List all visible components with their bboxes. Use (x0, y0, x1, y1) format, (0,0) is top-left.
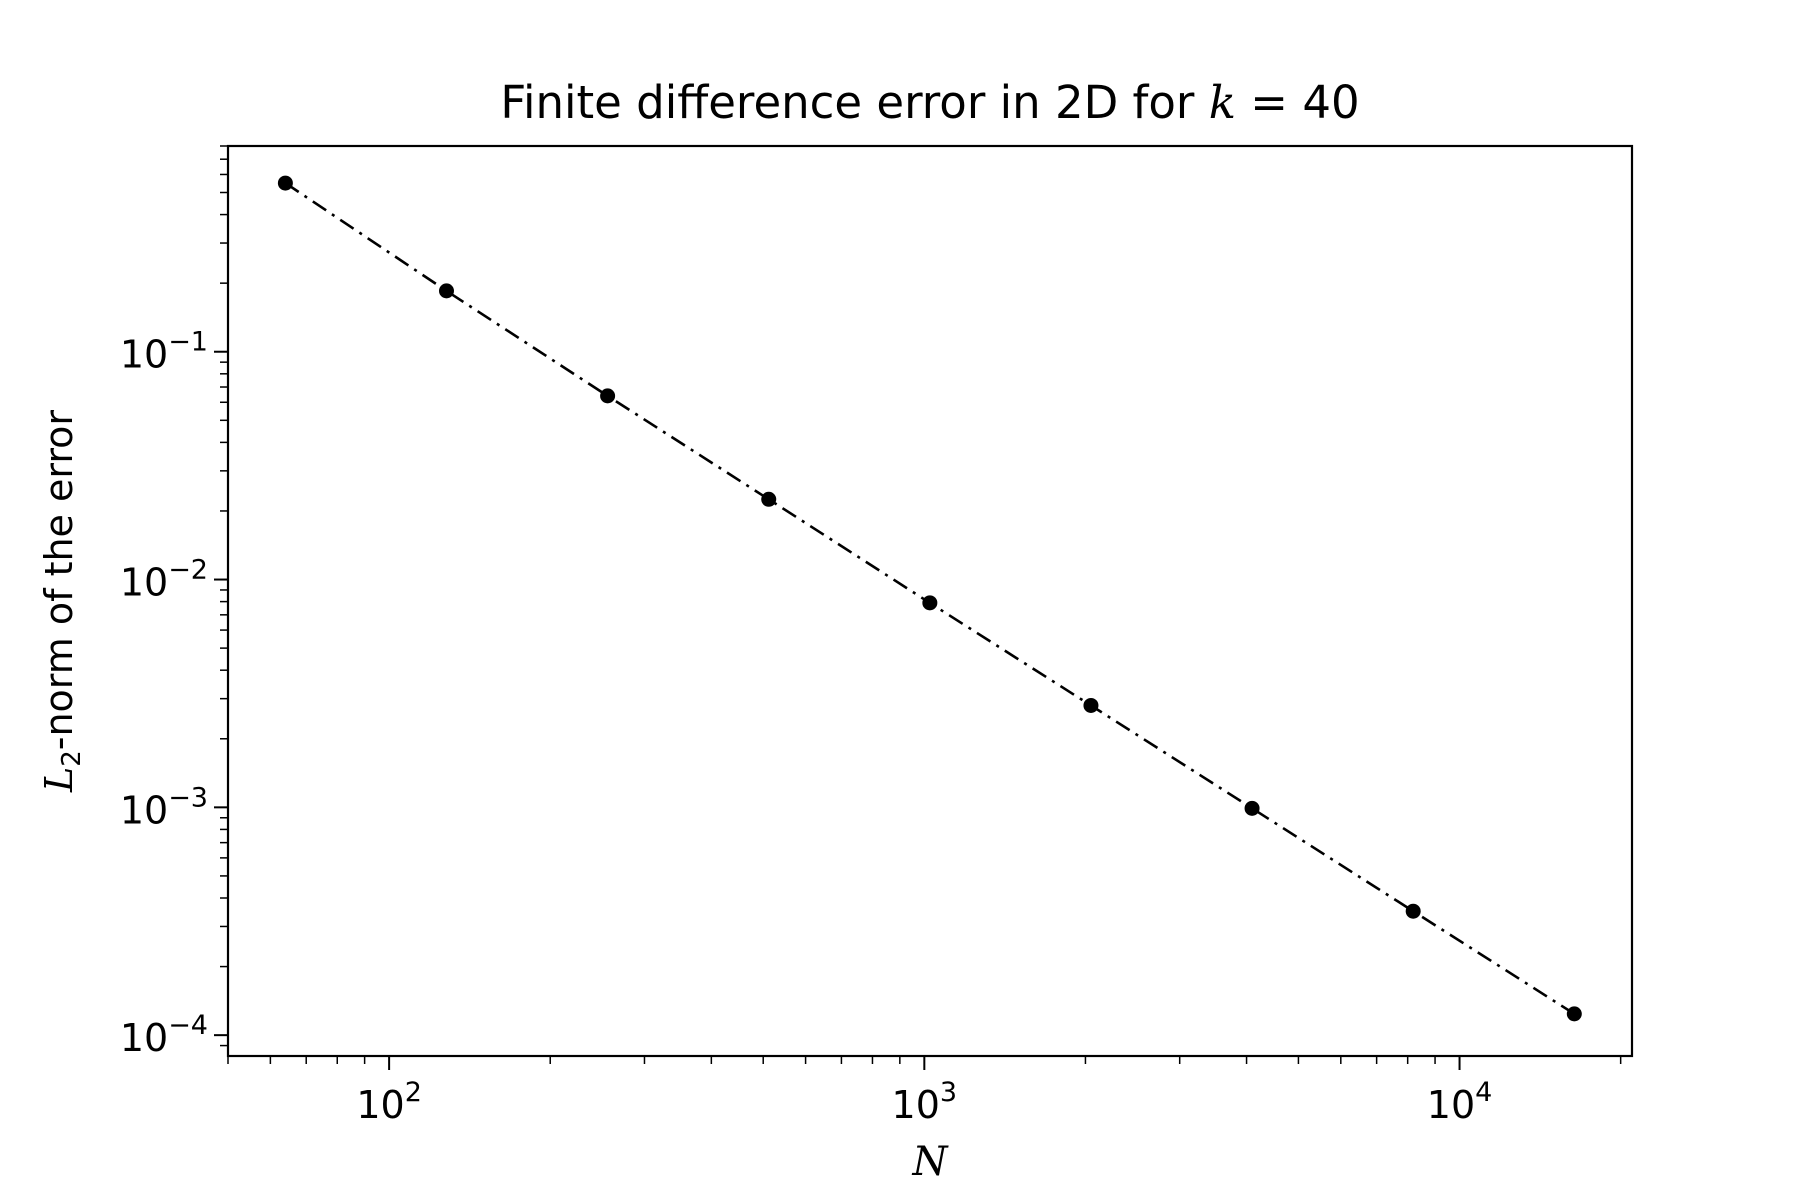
data-point (1244, 800, 1260, 816)
data-point (1405, 903, 1421, 919)
data-point (1566, 1006, 1582, 1022)
data-point (277, 175, 293, 191)
y-tick-label: 10−2 (120, 555, 208, 605)
y-tick-label: 10−3 (120, 782, 208, 832)
x-axis-label: N (912, 1139, 950, 1185)
x-tick-label: 102 (356, 1077, 422, 1127)
chart-title: Finite difference error in 2D for k = 40 (500, 76, 1359, 129)
data-series (277, 175, 1582, 1022)
plot-frame (226, 144, 1634, 1058)
x-tick-label: 103 (892, 1077, 958, 1127)
y-tick-label: 10−4 (120, 1010, 208, 1060)
data-point (1083, 697, 1099, 713)
data-point (600, 388, 616, 404)
x-tick-label: 104 (1427, 1077, 1493, 1127)
data-point (761, 491, 777, 507)
data-point (438, 283, 454, 299)
axis-ticks: 102 103 104 10−1 10−2 10−3 10−4 (120, 145, 1622, 1127)
y-axis-label: L2-norm of the error (37, 410, 87, 793)
data-point (922, 595, 938, 611)
y-tick-label: 10−1 (120, 327, 208, 377)
